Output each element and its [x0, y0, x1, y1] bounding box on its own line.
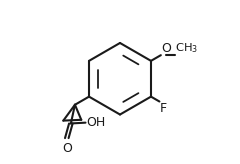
Text: O: O	[62, 142, 72, 155]
Text: CH$_3$: CH$_3$	[175, 41, 199, 54]
Text: F: F	[160, 102, 167, 115]
Text: O: O	[162, 41, 172, 54]
Text: OH: OH	[86, 116, 106, 129]
